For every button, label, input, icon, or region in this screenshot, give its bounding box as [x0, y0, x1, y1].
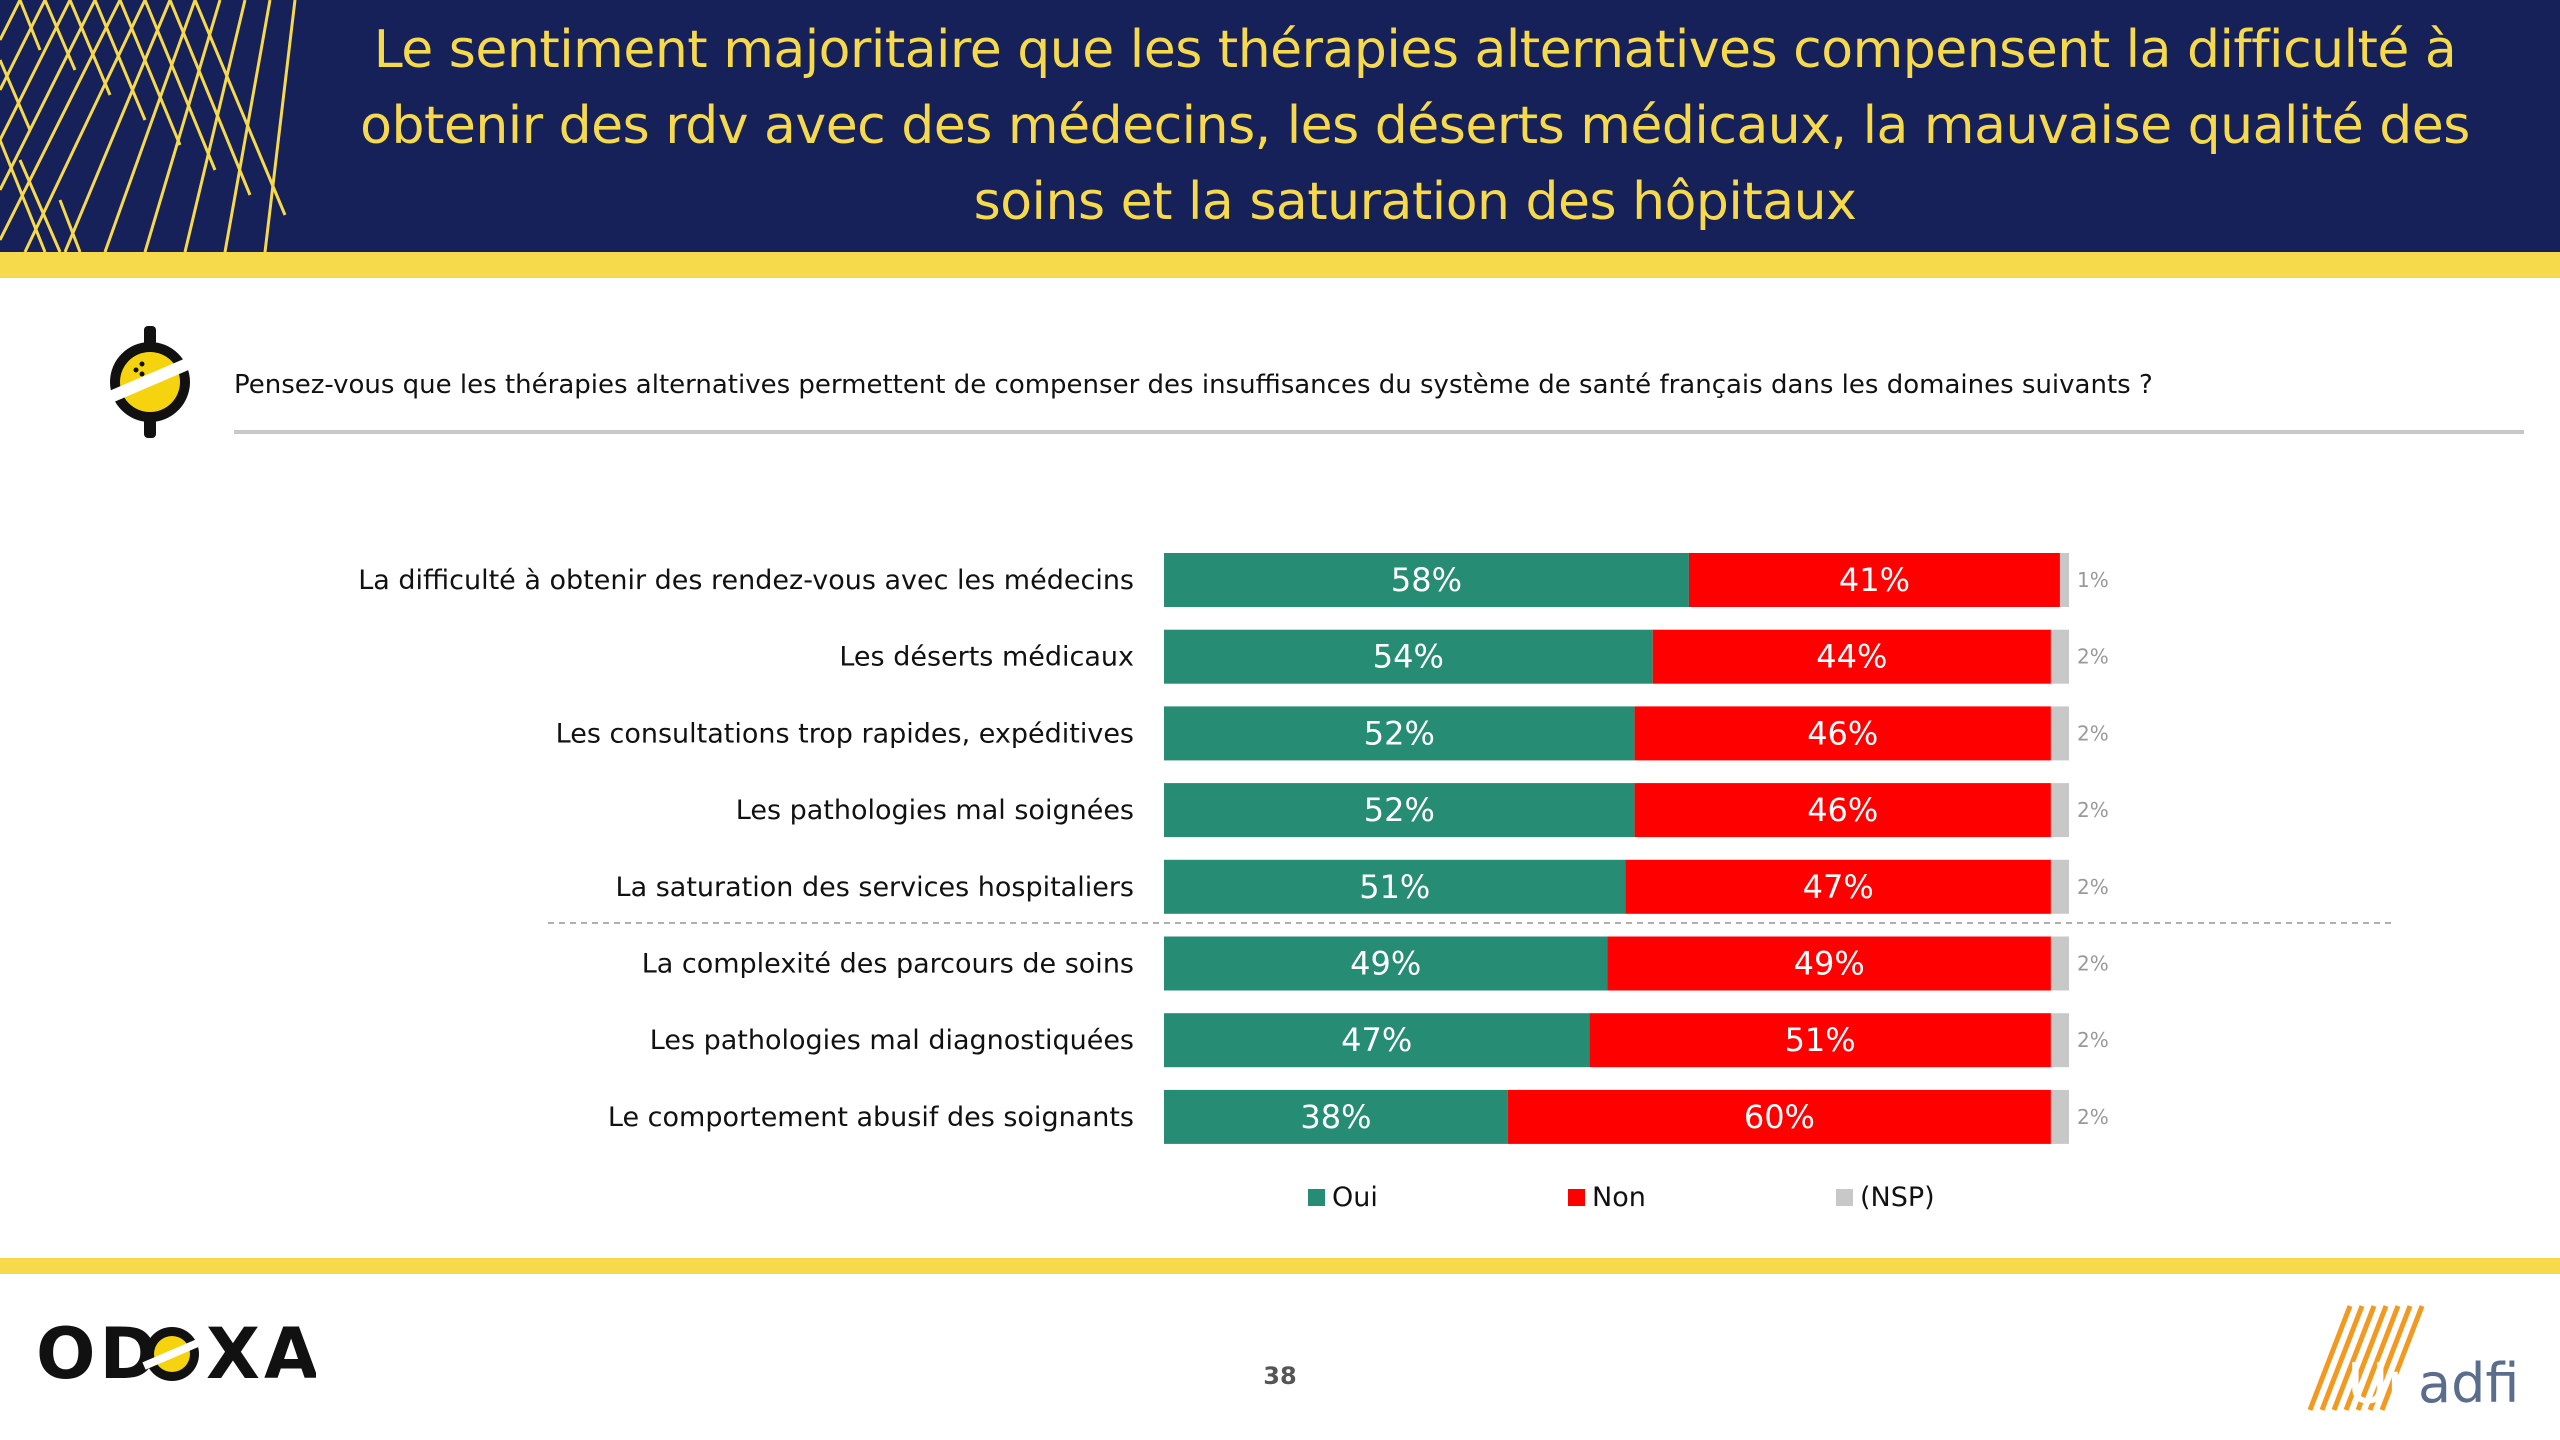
category-label: La saturation des services hospitaliers — [616, 872, 1134, 903]
category-label: Les pathologies mal diagnostiquées — [650, 1025, 1134, 1056]
bar-row: Les pathologies mal soignées 52% 46% 2% — [736, 783, 2109, 838]
bar-segment-non — [1634, 783, 2051, 838]
bar-segment-non — [1607, 936, 2051, 991]
data-label: 60% — [1744, 1098, 1815, 1136]
data-label: 38% — [1300, 1098, 1371, 1136]
question-divider — [234, 430, 2524, 434]
bar-segment-non — [1589, 1013, 2051, 1068]
data-label: 41% — [1839, 561, 1910, 599]
header-stripe — [0, 252, 2560, 278]
bar-row: Le comportement abusif des soignants 38% 6… — [608, 1089, 2109, 1144]
bar-row: Les pathologies mal diagnostiquées 47% 51%… — [650, 1013, 2109, 1068]
category-label: Les déserts médicaux — [839, 642, 1134, 673]
legend-swatch — [1568, 1189, 1585, 1206]
bar-segment-nsp — [2050, 706, 2069, 761]
unadfi-logo: Un adfi — [2307, 1305, 2519, 1416]
data-label: 52% — [1364, 791, 1435, 829]
legend-label: (NSP) — [1860, 1182, 1935, 1213]
data-label: 2% — [2077, 645, 2109, 669]
bar-segment-nsp — [2050, 1013, 2069, 1068]
category-label: La difficulté à obtenir des rendez-vous … — [358, 565, 1134, 596]
category-label: La complexité des parcours de soins — [642, 949, 1134, 980]
header-banner: Le sentiment majoritaire que les thérapi… — [0, 0, 2560, 252]
footer-stripe — [0, 1258, 2560, 1274]
data-label: 46% — [1807, 714, 1878, 752]
odoxa-question-icon — [105, 326, 195, 438]
bar-segment-nsp — [2050, 936, 2069, 991]
data-label: 47% — [1803, 868, 1874, 906]
bar-row: La difficulté à obtenir des rendez-vous … — [358, 553, 2109, 607]
data-label: 51% — [1785, 1021, 1856, 1059]
bar-segment-nsp — [2050, 783, 2069, 838]
data-label: 58% — [1391, 561, 1462, 599]
data-label: 51% — [1359, 868, 1430, 906]
category-label: Les consultations trop rapides, expéditi… — [556, 718, 1134, 749]
data-label: 2% — [2077, 1105, 2109, 1129]
data-label: 2% — [2077, 952, 2109, 976]
data-label: 52% — [1364, 714, 1435, 752]
data-label: 1% — [2077, 568, 2109, 592]
data-label: 44% — [1816, 638, 1887, 676]
bar-segment-oui — [1164, 629, 1653, 684]
legend-item: Non — [1568, 1182, 1646, 1213]
bar-row: La complexité des parcours de soins 49% 49… — [642, 936, 2109, 991]
svg-text:XA: XA — [206, 1313, 316, 1395]
bar-segment-nsp — [2059, 553, 2069, 607]
bar-row: Les déserts médicaux 54% 44% 2% — [839, 629, 2109, 684]
bar-segment-non — [1625, 859, 2051, 914]
data-label: 2% — [2077, 875, 2109, 899]
svg-text:OD: OD — [36, 1313, 162, 1395]
legend-swatch — [1308, 1189, 1325, 1206]
svg-text:Un: Un — [2348, 1352, 2422, 1415]
bar-segment-nsp — [2050, 859, 2069, 914]
category-label: Les pathologies mal soignées — [736, 795, 1134, 826]
category-label: Le comportement abusif des soignants — [608, 1102, 1134, 1133]
bar-segment-oui — [1164, 783, 1635, 838]
data-label: 54% — [1373, 638, 1444, 676]
bar-segment-nsp — [2050, 629, 2069, 684]
chevron-pattern-icon — [0, 0, 297, 252]
data-label: 2% — [2077, 721, 2109, 745]
chart-legend: Oui Non (NSP) — [1308, 1182, 1935, 1213]
bar-row: La saturation des services hospitaliers 5… — [616, 859, 2109, 914]
data-label: 47% — [1341, 1021, 1412, 1059]
page-number: 38 — [1263, 1362, 1297, 1390]
bar-segment-nsp — [2050, 1089, 2069, 1144]
chart-rows: La difficulté à obtenir des rendez-vous … — [358, 553, 2109, 1144]
stacked-bar-chart: La difficulté à obtenir des rendez-vous … — [358, 553, 2392, 1213]
data-label: 2% — [2077, 798, 2109, 822]
data-label: 46% — [1807, 791, 1878, 829]
legend-label: Non — [1592, 1182, 1646, 1213]
bar-segment-oui — [1164, 553, 1689, 607]
survey-question: Pensez-vous que les thérapies alternativ… — [234, 370, 2153, 400]
legend-label: Oui — [1332, 1182, 1378, 1213]
data-label: 49% — [1794, 945, 1865, 983]
bar-segment-oui — [1164, 936, 1608, 991]
data-label: 2% — [2077, 1028, 2109, 1052]
legend-swatch — [1836, 1189, 1853, 1206]
bar-segment-oui — [1164, 859, 1626, 914]
legend-item: (NSP) — [1836, 1182, 1935, 1213]
bar-segment-oui — [1164, 706, 1635, 761]
svg-text:adfi: adfi — [2418, 1352, 2519, 1415]
legend-item: Oui — [1308, 1182, 1378, 1213]
bar-segment-oui — [1164, 1089, 1508, 1144]
bar-segment-oui — [1164, 1013, 1590, 1068]
bar-segment-non — [1634, 706, 2051, 761]
page-title: Le sentiment majoritaire que les thérapi… — [360, 20, 2470, 232]
odoxa-logo: OD XA — [36, 1313, 316, 1395]
bar-row: Les consultations trop rapides, expéditi… — [556, 706, 2109, 761]
bar-segment-non — [1688, 553, 2060, 607]
bar-segment-non — [1652, 629, 2051, 684]
bar-segment-non — [1507, 1089, 2051, 1144]
data-label: 49% — [1350, 945, 1421, 983]
